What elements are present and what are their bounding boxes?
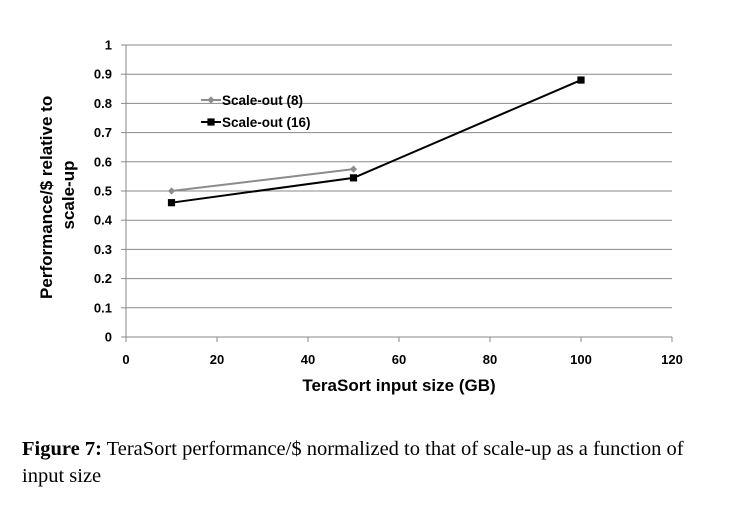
x-tick-label-6: 120	[661, 352, 683, 367]
y-tick-label-9: 0.9	[94, 67, 112, 82]
x-tick-label-5: 100	[570, 352, 592, 367]
y-tick-label-2: 0.2	[94, 271, 112, 286]
x-tick-labels: 0 20 40 60 80 100 120	[122, 352, 682, 367]
y-tick-label-0: 0	[105, 330, 112, 345]
y-axis-title-line-1: Performance/$ relative to	[37, 96, 56, 299]
series-group	[167, 76, 585, 207]
y-tick-label-8: 0.8	[94, 96, 112, 111]
y-tick-labels: 0 0.1 0.2 0.3 0.4 0.5 0.6 0.7 0.8 0.9 1	[94, 38, 113, 345]
legend-label-1: Scale-out (16)	[222, 115, 311, 130]
figure-caption: Figure 7: TeraSort performance/$ normali…	[22, 436, 712, 490]
y-axis-title: Performance/$ relative to scale-up	[37, 91, 78, 299]
legend: Scale-out (8) Scale-out (16)	[201, 93, 311, 130]
x-tick-label-3: 60	[392, 352, 406, 367]
x-tick-label-4: 80	[483, 352, 497, 367]
series-0	[167, 165, 358, 195]
caption-label: Figure 7:	[22, 438, 102, 460]
x-axis-title: TeraSort input size (GB)	[302, 376, 495, 395]
legend-swatch-marker-1	[207, 118, 215, 126]
series-1-point-0	[167, 199, 176, 207]
series-0-point-1	[349, 165, 358, 173]
series-0-point-0	[167, 187, 176, 195]
gridlines	[126, 44, 672, 309]
x-tick-label-1: 20	[210, 352, 224, 367]
y-tick-label-1: 0.1	[94, 300, 112, 315]
caption-text: TeraSort performance/$ normalized to tha…	[22, 438, 684, 487]
legend-label-0: Scale-out (8)	[222, 93, 303, 108]
line-chart: 0 0.1 0.2 0.3 0.4 0.5 0.6 0.7 0.8 0.9 1 0 20 40 60 80 1…	[37, 38, 683, 396]
y-tick-label-10: 1	[105, 38, 112, 53]
y-tick-label-7: 0.7	[94, 125, 112, 140]
y-axis-title-line-2: scale-up	[59, 161, 78, 230]
y-tick-label-6: 0.6	[94, 154, 112, 169]
x-tick-label-0: 0	[122, 352, 129, 367]
series-1-point-2	[577, 76, 585, 84]
legend-swatch-marker-0	[207, 96, 215, 104]
series-1-point-1	[349, 174, 358, 182]
series-1	[167, 76, 585, 207]
x-tick-label-2: 40	[301, 352, 315, 367]
series-0-line	[171, 168, 354, 192]
y-tick-label-3: 0.3	[94, 242, 112, 257]
y-tick-label-5: 0.5	[94, 184, 112, 199]
y-tick-label-4: 0.4	[94, 213, 113, 228]
axes	[121, 44, 673, 342]
